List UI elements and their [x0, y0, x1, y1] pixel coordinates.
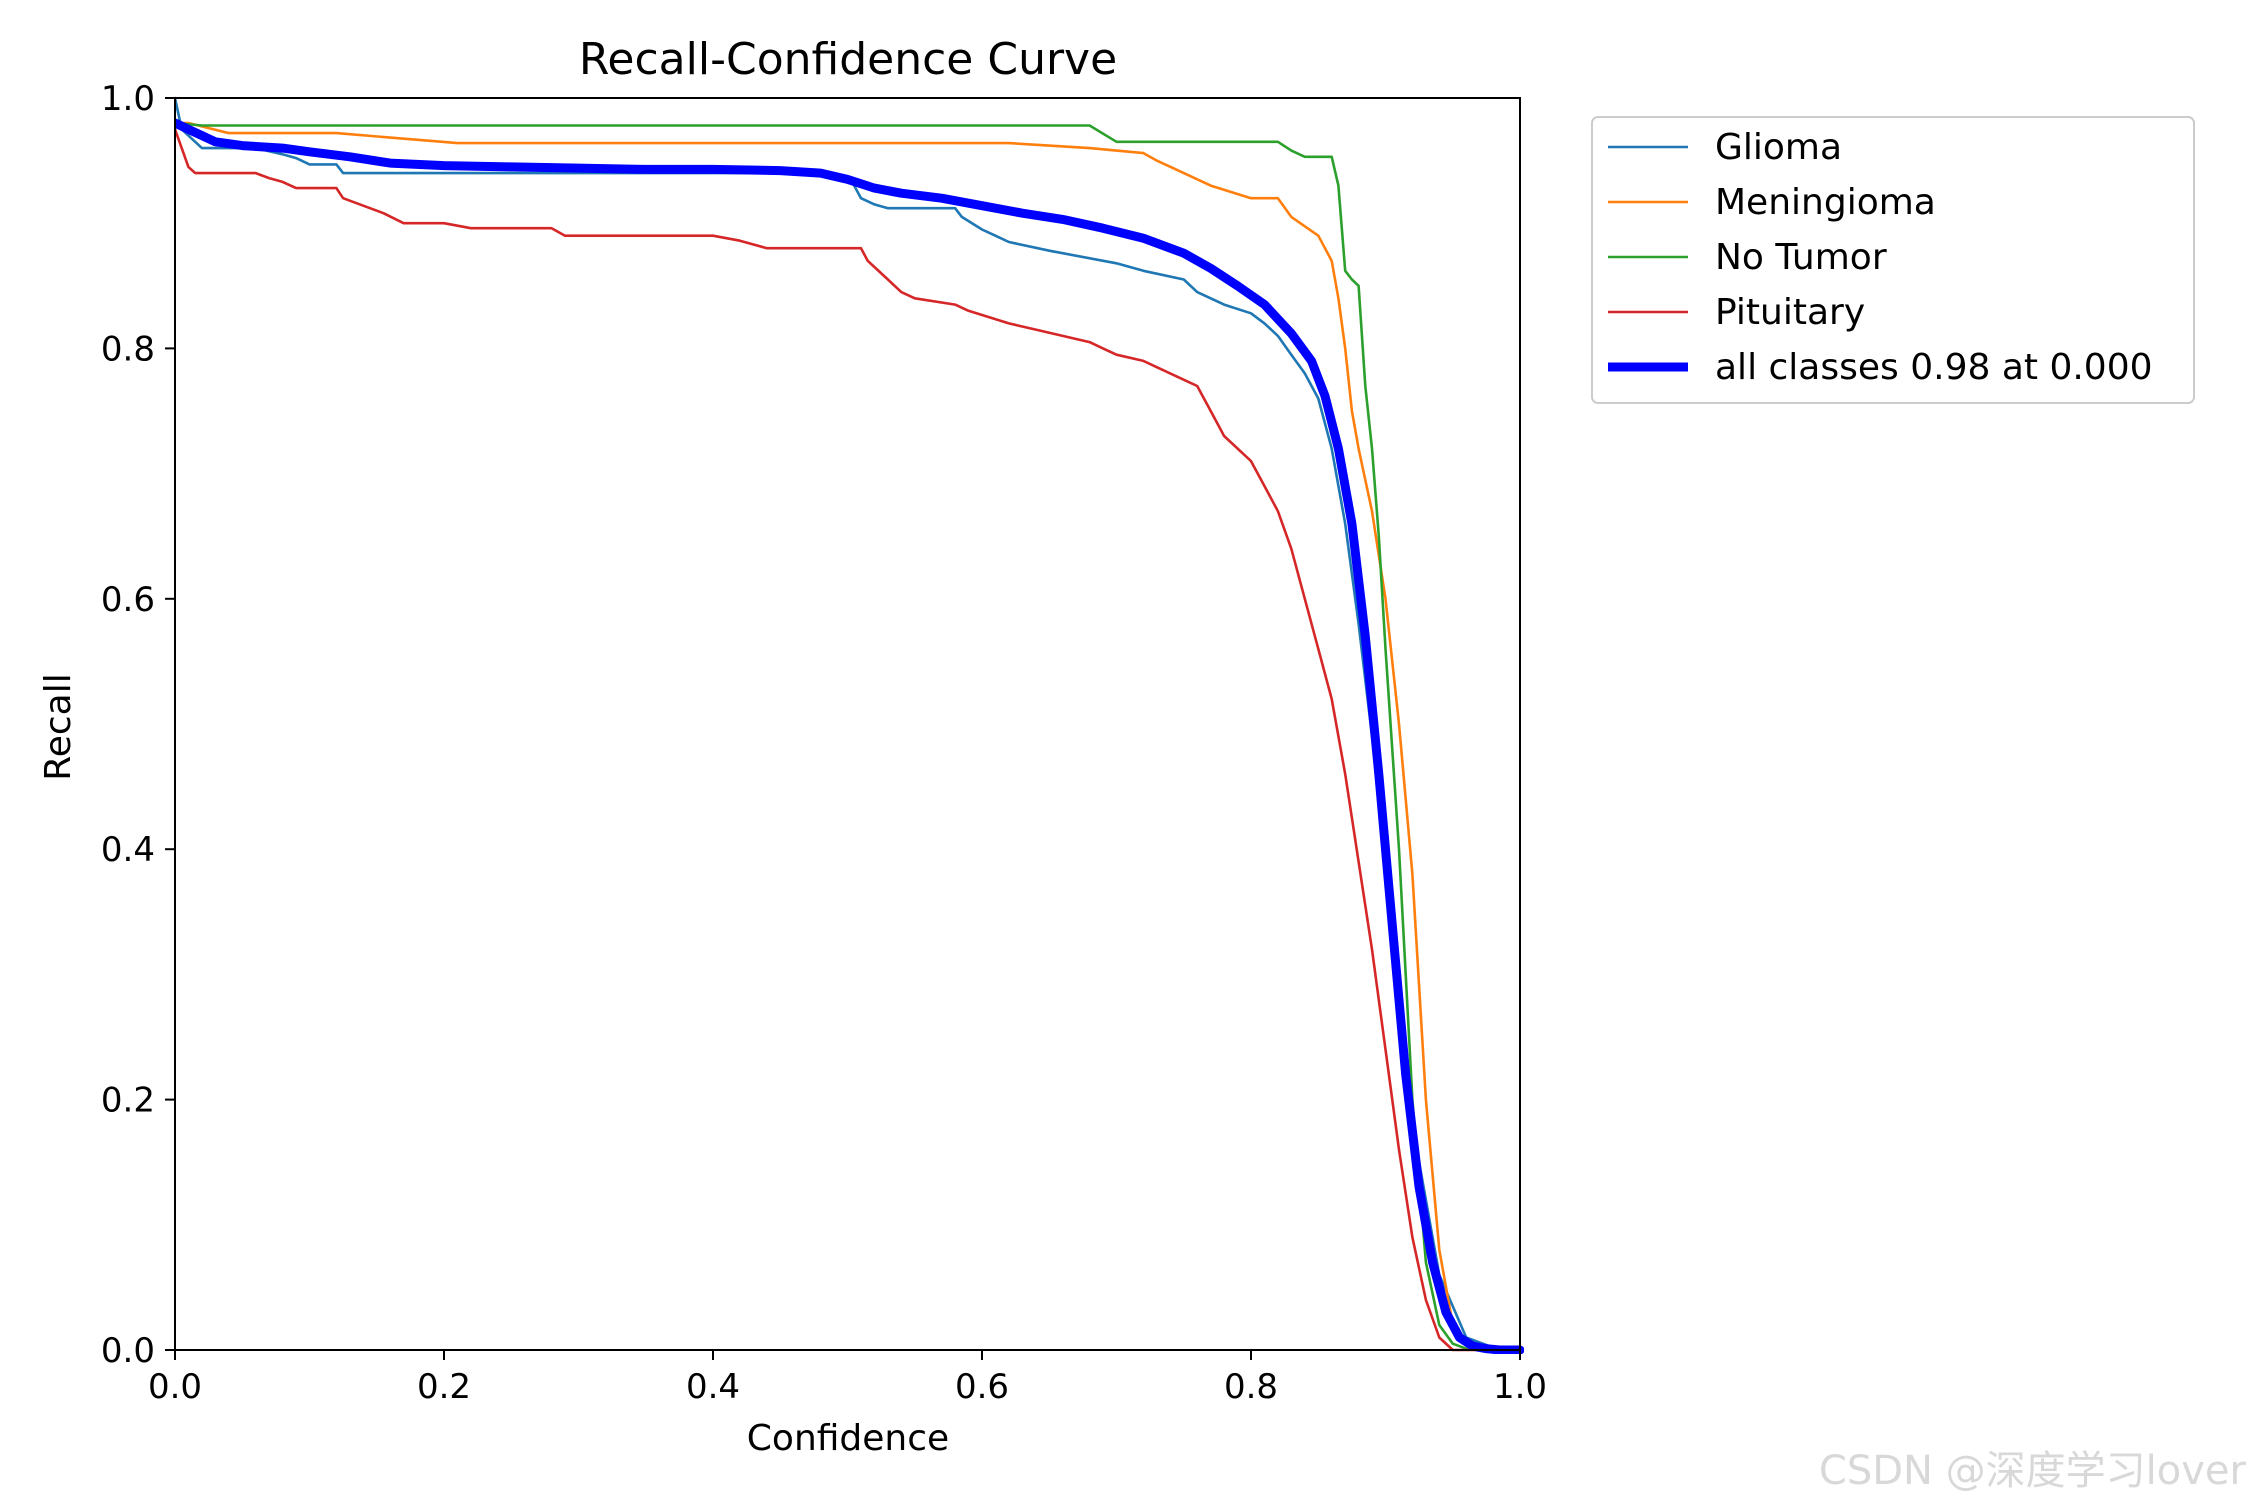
y-tick-label: 0.6 [101, 580, 155, 620]
legend-label: Pituitary [1715, 292, 1865, 333]
watermark: CSDN @深度学习lover [1818, 1448, 2246, 1494]
plot-frame [174, 97, 1521, 1351]
legend-label: Meningioma [1715, 182, 1936, 223]
y-tick-label: 1.0 [101, 79, 155, 119]
x-axis-label: Confidence [747, 1418, 949, 1459]
legend-box [1591, 116, 2195, 404]
series-line-pituitary [175, 128, 1522, 1352]
y-tick-label: 0.0 [101, 1331, 155, 1371]
x-tick-label: 0.4 [686, 1367, 740, 1407]
series-line-glioma [175, 96, 1522, 1352]
legend-label: No Tumor [1715, 237, 1887, 278]
x-tick-label: 1.0 [1493, 1367, 1547, 1407]
y-tick-label: 0.8 [101, 329, 155, 369]
series-line-meningioma [175, 121, 1522, 1352]
y-tick-label: 0.4 [101, 830, 155, 870]
x-tick-label: 0.8 [1224, 1367, 1278, 1407]
x-tick-label: 0.2 [417, 1367, 471, 1407]
legend-label: Glioma [1715, 127, 1842, 168]
x-tick-label: 0.0 [148, 1367, 202, 1407]
series-line-all-classes-0-98-at-0-000 [175, 118, 1524, 1354]
x-tick-label: 0.6 [955, 1367, 1009, 1407]
series-group [175, 96, 1524, 1354]
chart-title: Recall-Confidence Curve [579, 34, 1117, 85]
y-axis-label: Recall [38, 673, 79, 780]
series-line-no-tumor [175, 121, 1522, 1352]
legend-label: all classes 0.98 at 0.000 [1715, 347, 2153, 388]
legend: Glioma Meningioma No Tumor Pituitary all cla… [1591, 116, 2195, 404]
y-tick-label: 0.2 [101, 1081, 155, 1121]
